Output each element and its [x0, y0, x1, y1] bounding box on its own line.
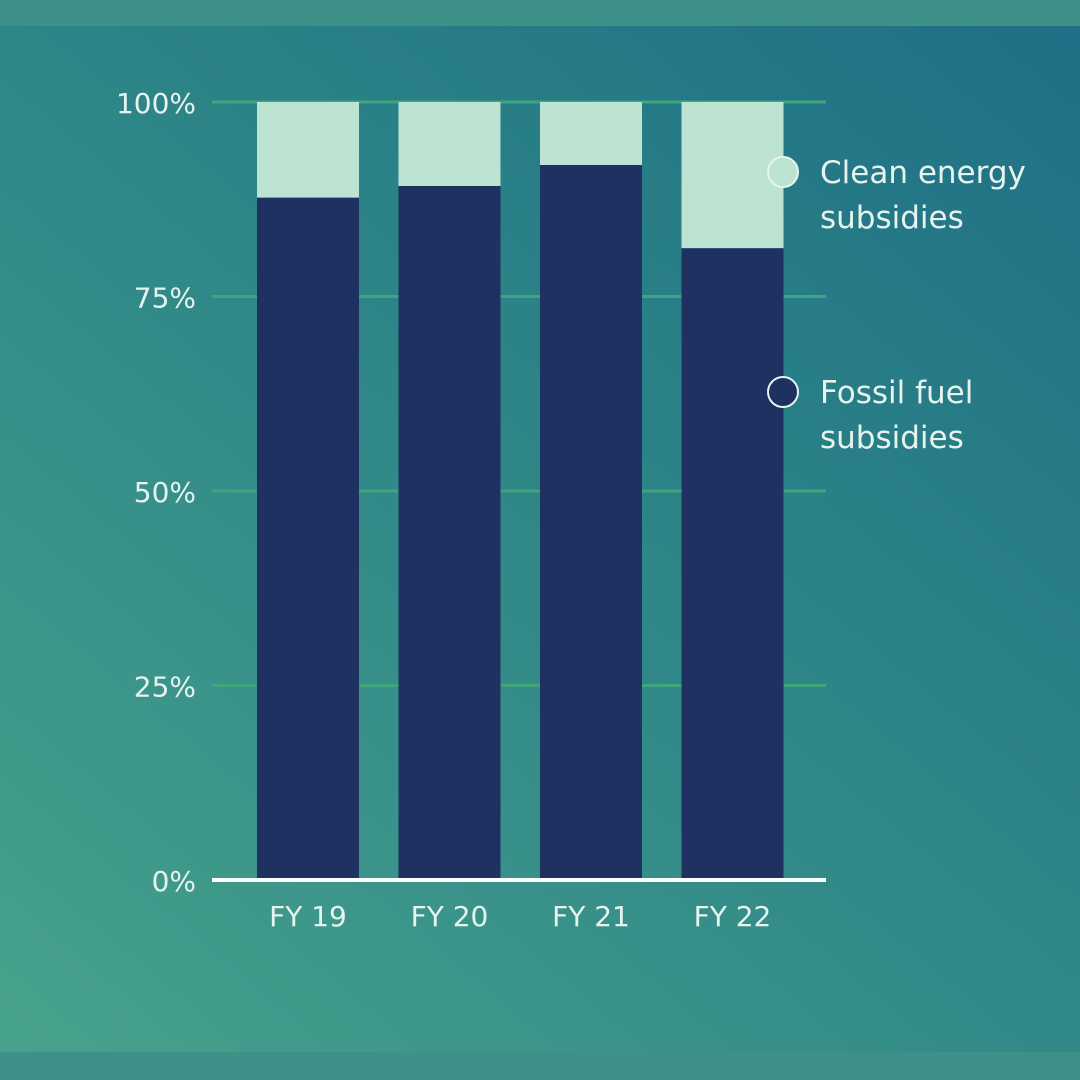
bar-fossil-fuel-fy-22: [681, 248, 784, 880]
x-tick-label: FY 21: [552, 900, 630, 933]
bar-fossil-fuel-fy-20: [398, 186, 501, 881]
bar-clean-energy-fy-20: [398, 102, 501, 187]
y-tick-label: 100%: [116, 87, 196, 120]
legend: Clean energy subsidies Fossil fuel subsidie…: [767, 155, 1026, 456]
legend-label: subsidies: [820, 420, 964, 456]
bar-clean-energy-fy-21: [540, 102, 642, 166]
legend-label: Clean energy: [820, 155, 1026, 191]
bar-clean-energy-fy-22: [681, 102, 784, 249]
legend-label: subsidies: [820, 200, 964, 236]
bar-fossil-fuel-fy-21: [540, 165, 642, 880]
y-axis-tick-labels: 0% 25% 50% 75% 100%: [116, 87, 196, 898]
legend-marker-fossil-fuel: [767, 376, 799, 408]
y-tick-label: 25%: [134, 671, 196, 704]
x-tick-label: FY 19: [269, 900, 347, 933]
y-tick-label: 50%: [134, 476, 196, 509]
y-tick-label: 75%: [134, 282, 196, 315]
x-axis-tick-labels: FY 19 FY 20 FY 21 FY 22: [269, 900, 771, 933]
bars: [257, 102, 784, 881]
legend-marker-clean-energy: [767, 156, 799, 188]
bar-fossil-fuel-fy-19: [257, 197, 359, 881]
bar-clean-energy-fy-19: [257, 102, 359, 198]
x-tick-label: FY 22: [694, 900, 772, 933]
y-tick-label: 0%: [152, 865, 196, 898]
legend-label: Fossil fuel: [820, 375, 973, 411]
x-tick-label: FY 20: [411, 900, 489, 933]
